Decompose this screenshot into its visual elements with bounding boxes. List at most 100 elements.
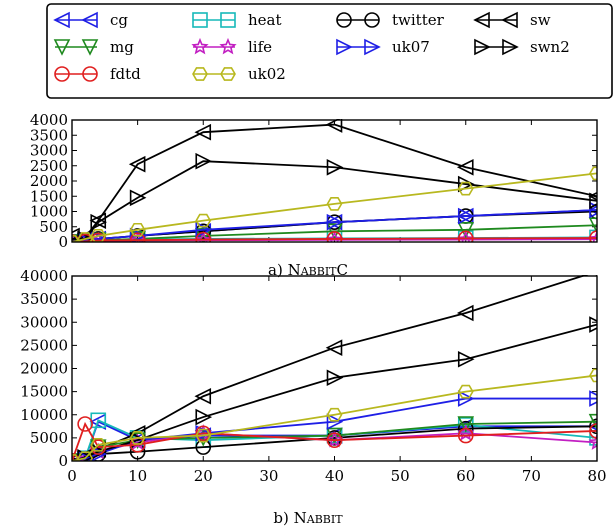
data-point-mg xyxy=(457,416,475,433)
plot-area xyxy=(72,119,597,242)
legend: cg heat twitter sw mg life uk07 swn2 fdtd uk02 xyxy=(46,3,613,99)
x-tick-label: 50 xyxy=(391,467,410,485)
data-point-uk07 xyxy=(457,207,475,225)
y-tick-label: 40000 xyxy=(20,267,68,285)
legend-uk07-legend-marker xyxy=(364,38,381,56)
y-tick-label: 3000 xyxy=(30,142,68,160)
data-point-sw xyxy=(128,155,146,173)
data-point-swn2 xyxy=(195,152,213,170)
legend-label-fdtd: fdtd xyxy=(110,65,141,83)
series-line-uk02 xyxy=(72,374,597,461)
y-tick-label: 0 xyxy=(58,233,68,251)
legend-label-swn2: swn2 xyxy=(530,38,570,56)
y-tick-label: 15000 xyxy=(20,383,68,401)
y-tick-label: 1000 xyxy=(30,203,68,221)
legend-fdtd-legend-glyph xyxy=(54,66,98,82)
y-tick-label: 2000 xyxy=(30,172,68,190)
data-point-swn2 xyxy=(129,189,147,207)
legend-label-heat: heat xyxy=(248,11,282,29)
legend-sw-legend-marker xyxy=(473,11,490,29)
legend-life-legend-marker xyxy=(219,37,237,55)
legend-uk02-legend-glyph xyxy=(192,67,236,81)
legend-cg-legend-marker xyxy=(81,11,98,29)
data-point-fdtd xyxy=(457,427,474,444)
data-point-sw xyxy=(325,119,343,133)
legend-twitter-legend-marker xyxy=(364,12,380,28)
data-point-fdtd xyxy=(589,230,597,242)
series-line-fdtd xyxy=(72,421,597,461)
legend-swn2-legend-marker xyxy=(502,38,519,56)
y-tick-label: 3500 xyxy=(30,126,68,144)
data-point-sw xyxy=(456,158,474,176)
legend-mg-legend-marker xyxy=(81,39,99,56)
legend-twitter-legend-glyph xyxy=(336,12,380,28)
data-point-mg xyxy=(457,222,475,239)
data-point-uk02 xyxy=(326,197,343,211)
data-point-sw xyxy=(89,212,107,229)
y-tick-label: 4000 xyxy=(30,111,68,129)
x-tick-label: 70 xyxy=(522,467,541,485)
legend-fdtd-legend-marker xyxy=(54,66,70,82)
data-point-uk07 xyxy=(326,413,344,430)
plot-frame xyxy=(71,275,598,462)
data-point-uk02 xyxy=(457,181,474,196)
data-point-swn2 xyxy=(90,213,108,231)
plot-area xyxy=(72,275,597,461)
data-point-fdtd xyxy=(589,423,597,439)
data-point-sw xyxy=(456,304,474,322)
data-point-sw xyxy=(194,123,212,141)
data-point-fdtd xyxy=(326,432,343,448)
legend-swn2-legend-marker xyxy=(474,38,491,56)
data-point-life xyxy=(194,231,212,242)
data-point-swn2 xyxy=(457,175,475,193)
data-point-life xyxy=(588,230,597,242)
series-uk02 xyxy=(72,368,597,461)
caption-b: b) Nabbit xyxy=(273,509,343,527)
series-line-fdtd xyxy=(72,237,597,242)
x-tick-label: 60 xyxy=(456,467,475,485)
data-point-uk02 xyxy=(589,166,597,181)
legend-heat-legend-marker xyxy=(220,12,236,28)
legend-uk07-legend-marker xyxy=(336,38,353,56)
y-tick-label: 30000 xyxy=(20,313,68,331)
data-point-uk02 xyxy=(129,222,146,237)
y-tick-label: 500 xyxy=(39,218,68,236)
data-point-uk02 xyxy=(90,437,107,452)
data-point-mg xyxy=(326,427,343,445)
data-point-twitter xyxy=(589,418,597,435)
legend-label-uk02: uk02 xyxy=(248,65,286,83)
data-point-uk07 xyxy=(589,390,597,407)
y-tick-label: 20000 xyxy=(20,360,68,378)
y-tick-label: 10000 xyxy=(20,406,68,424)
caption-a-prefix: a) xyxy=(268,261,288,279)
x-tick-label: 80 xyxy=(587,467,606,485)
data-point-uk02 xyxy=(195,213,212,228)
data-point-sw xyxy=(194,387,212,405)
x-tick-label: 20 xyxy=(194,467,213,485)
data-point-fdtd xyxy=(326,231,343,242)
legend-label-life: life xyxy=(248,38,272,56)
x-tick-label: 0 xyxy=(67,467,77,485)
plot-frame xyxy=(71,119,598,243)
legend-heat-legend-glyph xyxy=(192,12,236,28)
legend-heat-legend-marker xyxy=(192,12,208,28)
series-line-uk02 xyxy=(72,172,597,242)
data-point-fdtd xyxy=(77,416,93,432)
legend-frame xyxy=(46,3,613,99)
data-point-mg xyxy=(326,223,343,241)
data-point-uk02 xyxy=(457,384,474,399)
legend-sw-legend-marker xyxy=(501,11,518,29)
legend-life-legend-glyph xyxy=(191,37,237,55)
data-point-mg xyxy=(588,413,597,431)
caption-a: a) NabbitC xyxy=(268,261,348,279)
caption-b-name: Nabbit xyxy=(294,509,344,527)
legend-uk02-legend-marker xyxy=(192,67,208,81)
data-point-swn2 xyxy=(589,316,597,333)
data-point-uk07 xyxy=(457,390,475,407)
series-line-sw xyxy=(72,123,597,239)
caption-b-prefix: b) xyxy=(273,509,293,527)
data-point-uk02 xyxy=(326,407,343,422)
data-point-uk02 xyxy=(195,428,212,443)
data-point-heat xyxy=(589,430,597,446)
